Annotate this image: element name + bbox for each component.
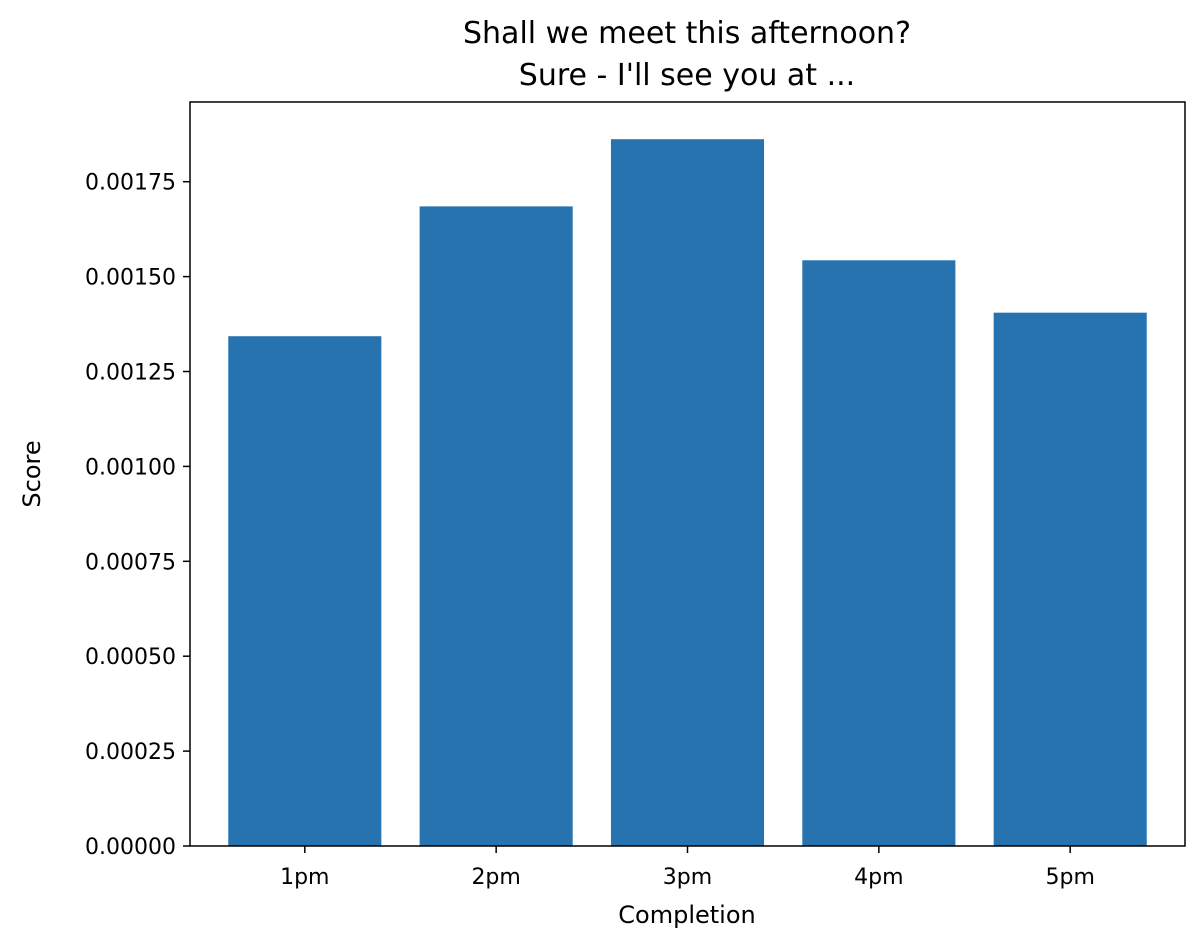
- y-axis-ticks: 0.00000 0.00025 0.00050 0.00075 0.00100 0.001…: [85, 171, 190, 860]
- y-tick-label: 0.00075: [85, 550, 176, 575]
- plot-frame: [189, 101, 1186, 847]
- bar-4pm: [802, 260, 956, 846]
- x-tick-label: 5pm: [1045, 865, 1094, 890]
- x-tick-label: 3pm: [663, 865, 712, 890]
- y-tick-label: 0.00100: [85, 455, 176, 480]
- bar-3pm: [610, 139, 765, 846]
- bar-2pm: [419, 206, 573, 846]
- x-axis-ticks: 1pm 2pm 3pm 4pm 5pm: [280, 846, 1095, 890]
- bar-5pm: [993, 312, 1147, 846]
- x-axis-label: Completion: [618, 901, 755, 929]
- x-tick-label: 1pm: [280, 865, 329, 890]
- y-tick-label: 0.00150: [85, 266, 176, 291]
- bars-group: [228, 139, 1147, 846]
- y-tick-label: 0.00000: [85, 835, 176, 860]
- x-tick-label: 2pm: [471, 865, 520, 890]
- chart-subtitle: Sure - I'll see you at ...: [519, 58, 855, 93]
- chart-title: Shall we meet this afternoon?: [463, 16, 911, 51]
- x-tick-label: 4pm: [854, 865, 903, 890]
- y-tick-label: 0.00050: [85, 645, 176, 670]
- y-tick-label: 0.00125: [85, 361, 176, 386]
- y-tick-label: 0.00025: [85, 740, 176, 765]
- y-axis-label: Score: [18, 440, 46, 507]
- y-tick-label: 0.00175: [85, 171, 176, 196]
- bar-1pm: [228, 336, 382, 846]
